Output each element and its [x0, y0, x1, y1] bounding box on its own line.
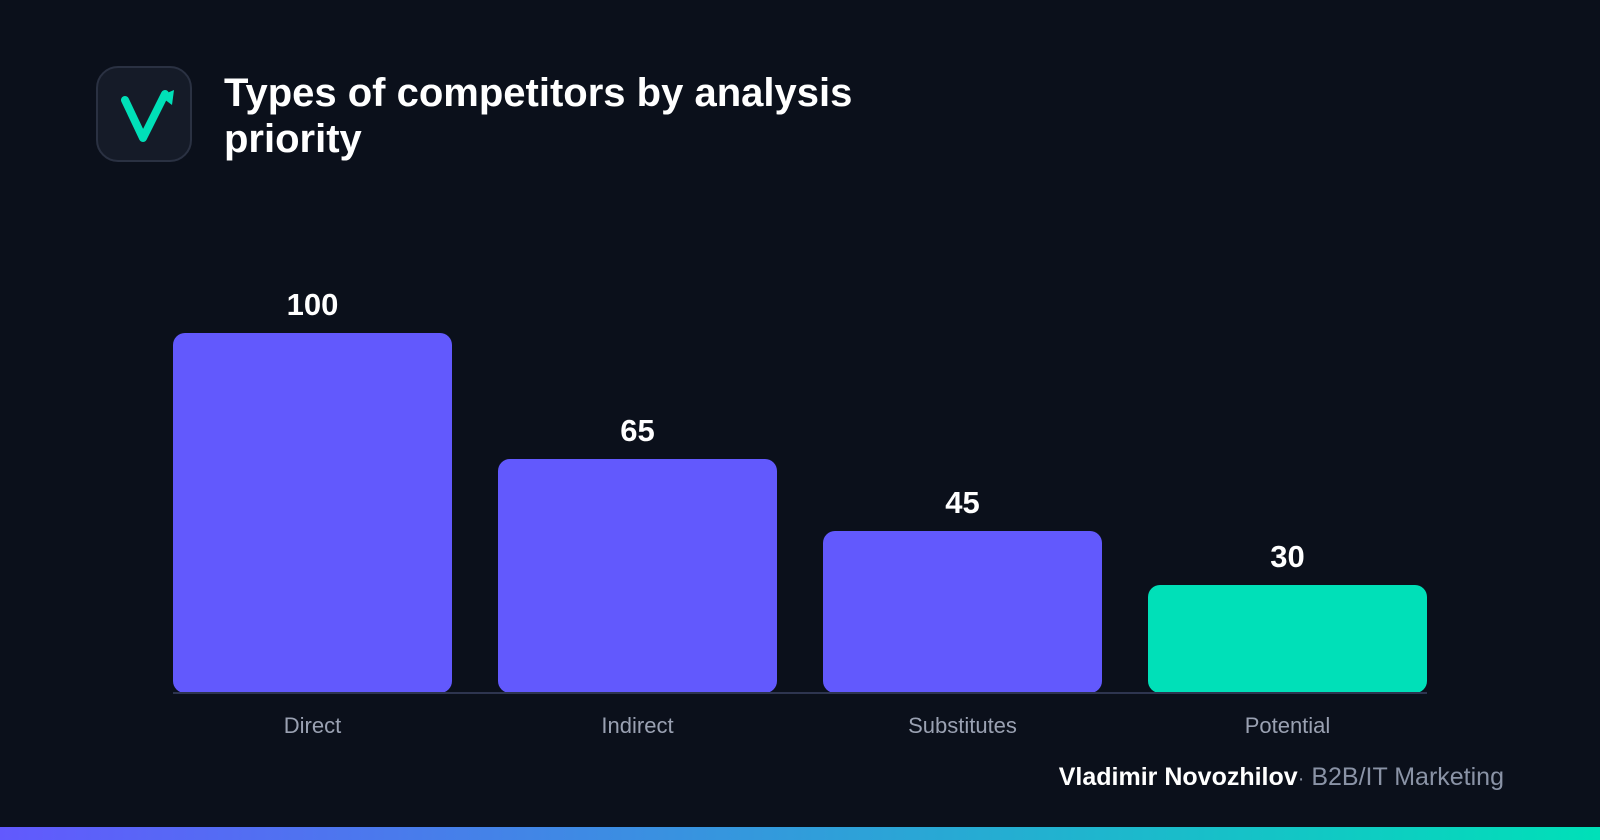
value-label-indirect: 65 [620, 413, 654, 448]
bars-layer [173, 333, 1427, 693]
labels-layer: 100 Direct 65 Indirect 45 Substitutes 30 Potent… [284, 287, 1331, 738]
bar-direct [173, 333, 452, 693]
gradient-bottom-bar [0, 827, 1600, 840]
bar-potential [1148, 585, 1427, 693]
value-label-direct: 100 [287, 287, 339, 322]
chart-title: Types of competitors by analysis priorit… [224, 71, 853, 161]
category-label-direct: Direct [284, 713, 341, 738]
bar-substitutes [823, 531, 1102, 693]
checkmark-arrow-icon [121, 90, 174, 142]
category-label-indirect: Indirect [601, 713, 673, 738]
value-label-substitutes: 45 [945, 485, 979, 520]
author-name: Vladimir Novozhilov [1058, 763, 1298, 791]
value-label-potential: 30 [1270, 539, 1304, 574]
author-credit: Vladimir Novozhilov· B2B/IT Marketing [1059, 763, 1504, 792]
logo [96, 66, 192, 162]
category-label-potential: Potential [1245, 713, 1331, 738]
bar-indirect [498, 459, 777, 693]
category-label-substitutes: Substitutes [908, 713, 1017, 738]
credit-separator: · [1297, 768, 1305, 790]
author-role: B2B/IT Marketing [1311, 763, 1504, 791]
